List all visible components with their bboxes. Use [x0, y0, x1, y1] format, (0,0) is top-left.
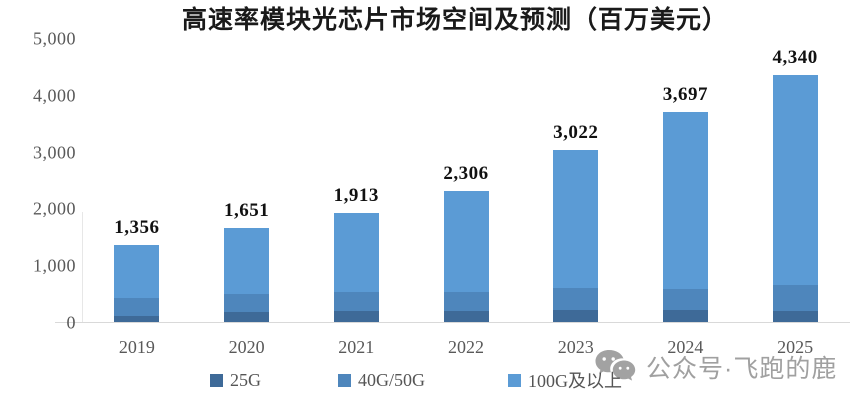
bar-segment-40G/50G-2021 [333, 292, 379, 312]
wechat-icon [595, 350, 636, 381]
y-axis-tick-label: 1,000 [33, 255, 76, 276]
watermark: 公众号·飞跑的鹿 [594, 348, 837, 386]
x-axis-label-2022: 2022 [448, 337, 484, 357]
bar-total-label: 2,306 [443, 163, 489, 185]
bar-segment-25G-2021 [333, 311, 379, 322]
bar-segment-100G及以上-2022 [443, 191, 489, 292]
x-axis-line [55, 322, 850, 323]
bar-total-label: 1,651 [223, 200, 270, 222]
bar-segment-25G-2023 [553, 310, 599, 322]
bar-segment-40G/50G-2019 [114, 297, 160, 317]
legend-swatch-icon [338, 373, 351, 387]
bar-segment-25G-2022 [443, 310, 489, 322]
bar-segment-25G-2019 [114, 316, 160, 322]
x-axis-label-2024: 2024 [667, 337, 704, 357]
bar-segment-40G/50G-2023 [553, 288, 599, 311]
y-axis-tick-label: 5,000 [33, 28, 76, 49]
x-axis-label-2020: 2020 [228, 337, 265, 357]
legend-label: 25G [230, 369, 261, 390]
legend-swatch-icon [508, 373, 521, 387]
bar-total-label: 1,356 [114, 216, 160, 238]
legend-label: 100G及以上 [528, 371, 622, 391]
x-axis-label-2025: 2025 [777, 337, 814, 357]
bar-segment-25G-2025 [772, 310, 818, 322]
legend-item-25G: 25G [210, 369, 261, 391]
legend-item-40G/50G: 40G/50G [338, 369, 425, 391]
bar-segment-100G及以上-2019 [114, 244, 160, 298]
x-axis-label-2021: 2021 [338, 337, 375, 357]
bar-segment-40G/50G-2020 [224, 294, 270, 313]
y-axis-tick-label: 3,000 [33, 142, 76, 163]
watermark-text: 公众号·飞跑的鹿 [646, 355, 838, 383]
y-axis-line [82, 212, 83, 322]
bar-segment-25G-2020 [224, 312, 270, 322]
bar-total-label: 3,697 [662, 84, 709, 105]
bar-total-label: 1,913 [333, 185, 379, 207]
bar-segment-100G及以上-2023 [553, 150, 599, 289]
bar-total-label: 3,022 [553, 122, 599, 144]
bar-segment-100G及以上-2025 [772, 75, 818, 285]
legend-label: 40G/50G [358, 369, 425, 390]
bar-segment-100G及以上-2021 [333, 213, 379, 293]
bar-segment-40G/50G-2024 [662, 289, 708, 311]
y-axis-tick-label: 0 [66, 312, 76, 333]
y-axis-tick-label: 2,000 [33, 198, 76, 219]
legend-item-100G及以上: 100G及以上 [508, 369, 622, 391]
bar-segment-100G及以上-2024 [662, 112, 708, 290]
bar-total-label: 4,340 [772, 47, 818, 69]
bar-segment-40G/50G-2025 [772, 284, 818, 311]
bar-segment-100G及以上-2020 [224, 228, 270, 295]
legend-swatch-icon [210, 373, 223, 387]
chart-title: 高速率模块光芯片市场空间及预测（百万美元） [181, 7, 728, 34]
x-axis-label-2023: 2023 [557, 337, 594, 357]
y-axis-tick-label: 4,000 [33, 85, 76, 106]
x-axis-label-2019: 2019 [118, 337, 155, 357]
bar-segment-25G-2024 [662, 310, 708, 322]
bar-segment-40G/50G-2022 [443, 291, 489, 311]
